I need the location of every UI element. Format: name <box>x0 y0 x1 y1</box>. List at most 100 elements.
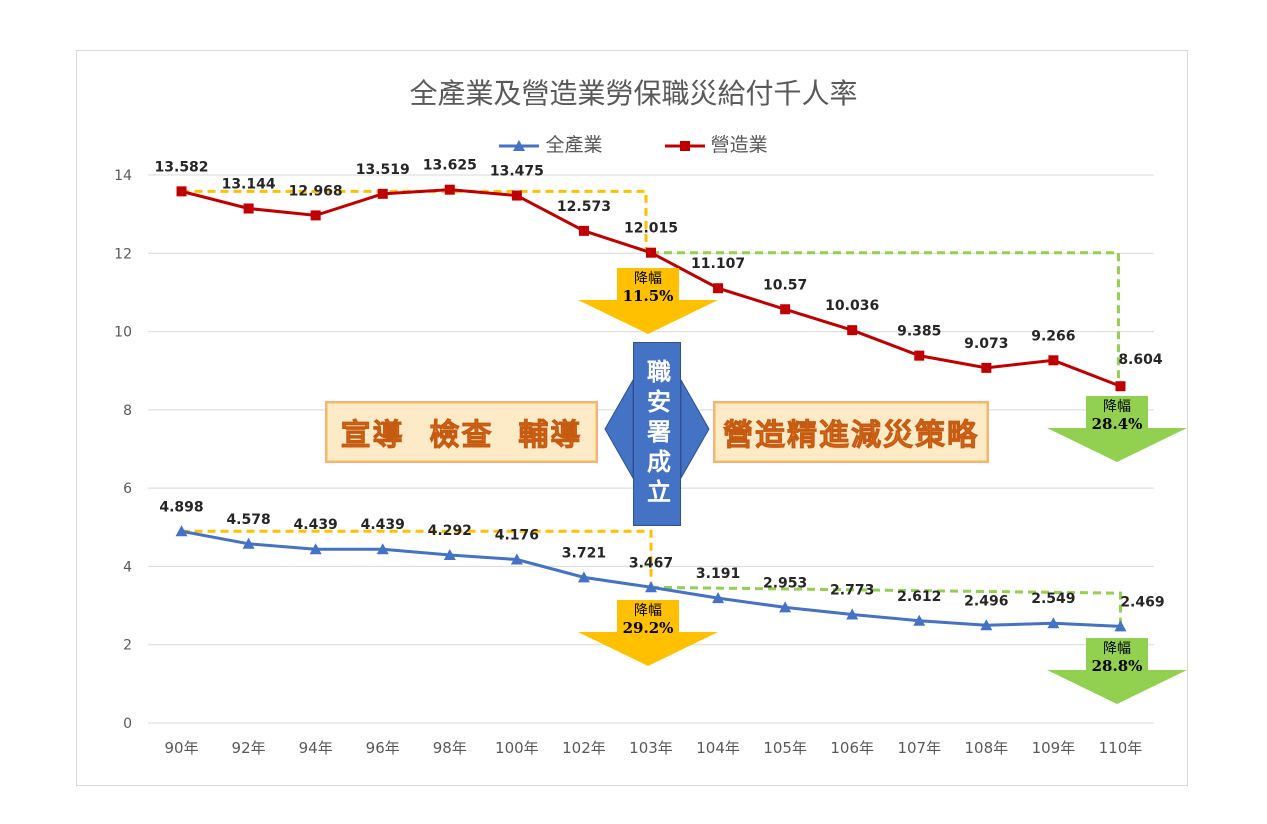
data-label-construction: 13.582 <box>155 159 209 175</box>
x-tick-label: 98年 <box>433 739 467 757</box>
left-pointer-icon <box>604 378 634 480</box>
data-label-all: 2.612 <box>897 589 941 605</box>
point-all <box>242 537 255 549</box>
data-label-construction: 13.625 <box>423 158 477 174</box>
x-tick-label: 92年 <box>232 739 266 757</box>
data-label-construction: 12.573 <box>557 199 611 215</box>
data-label-construction: 9.385 <box>897 324 941 340</box>
data-label-construction: 13.144 <box>222 177 276 193</box>
legend: 全產業 營造業 <box>0 130 1267 157</box>
construction-drop-1-value: 11.5% <box>623 287 674 305</box>
point-all <box>1047 617 1060 629</box>
point-construction <box>847 325 858 336</box>
legend-square-icon <box>664 140 705 151</box>
data-label-construction: 8.604 <box>1118 352 1163 368</box>
right-pointer-icon <box>680 378 710 480</box>
y-tick-label: 6 <box>123 481 132 497</box>
data-label-all: 2.773 <box>830 582 874 598</box>
point-all <box>175 525 188 537</box>
left-strategy-box: 宣導 檢查 輔導 <box>325 401 598 463</box>
right-strategy-text: 營造精進減災策略 <box>723 418 979 454</box>
all-drop-2-label: 降幅 <box>1103 641 1131 657</box>
data-label-construction: 13.475 <box>490 164 544 180</box>
point-all <box>577 571 590 583</box>
data-label-all: 4.292 <box>428 523 472 539</box>
y-tick-label: 14 <box>114 168 132 184</box>
point-construction <box>646 247 656 258</box>
y-tick-label: 2 <box>123 638 132 654</box>
point-construction <box>444 184 455 195</box>
y-tick-label: 10 <box>114 325 132 341</box>
point-all <box>779 601 792 613</box>
x-tick-label: 100年 <box>495 739 539 757</box>
point-construction <box>1115 381 1126 392</box>
x-tick-label: 109年 <box>1032 739 1076 757</box>
point-all <box>913 614 926 626</box>
arrow-shape <box>1047 638 1187 704</box>
data-label-all: 4.439 <box>361 517 405 533</box>
data-label-all: 3.191 <box>696 566 740 582</box>
point-construction <box>176 186 187 197</box>
data-label-construction: 11.107 <box>691 256 745 272</box>
all-drop-1-value: 29.2% <box>623 619 674 637</box>
chart-title: 全產業及營造業勞保職災給付千人率 <box>409 77 858 110</box>
data-label-construction: 12.968 <box>289 183 343 199</box>
point-construction <box>780 304 791 315</box>
data-label-construction: 9.073 <box>964 336 1008 352</box>
left-strategy-text: 宣導 檢查 輔導 <box>340 418 583 454</box>
data-label-all: 2.496 <box>964 593 1008 609</box>
data-label-all: 4.578 <box>226 512 270 528</box>
x-tick-label: 90年 <box>164 739 198 757</box>
data-label-all: 2.953 <box>763 575 807 591</box>
all-drop-2-value: 28.8% <box>1092 657 1143 675</box>
all-green-dash <box>650 585 1122 627</box>
point-construction <box>511 190 522 201</box>
legend-label-construction: 營造業 <box>710 134 768 156</box>
x-tick-label: 102年 <box>562 739 606 757</box>
x-tick-label: 108年 <box>965 739 1009 757</box>
x-tick-label: 96年 <box>366 739 400 757</box>
osha-established-text: 職安署成立 <box>642 359 671 509</box>
point-all <box>309 543 322 555</box>
point-construction <box>1048 355 1059 366</box>
x-tick-label: 110年 <box>1099 739 1143 757</box>
data-label-all: 4.176 <box>495 528 539 544</box>
data-label-construction: 10.57 <box>763 277 807 293</box>
point-all <box>376 543 389 555</box>
data-label-all: 2.549 <box>1031 591 1075 607</box>
point-all <box>846 608 859 620</box>
construction-drop-1-label: 降幅 <box>634 271 662 287</box>
x-tick-label: 94年 <box>299 739 333 757</box>
data-label-all: 2.469 <box>1120 594 1164 610</box>
construction-drop-2-label: 降幅 <box>1103 399 1131 415</box>
x-tick-label: 104年 <box>696 739 740 757</box>
y-tick-label: 4 <box>123 559 132 575</box>
point-all <box>712 592 725 604</box>
y-tick-label: 8 <box>123 403 132 419</box>
osha-established-box: 職安署成立 <box>633 342 681 526</box>
point-construction <box>243 203 254 214</box>
data-label-construction: 13.519 <box>356 162 410 178</box>
point-all <box>443 548 456 560</box>
legend-label-all: 全產業 <box>545 134 603 156</box>
point-all <box>645 581 657 593</box>
point-construction <box>914 350 925 361</box>
construction-drop-2-value: 28.4% <box>1092 415 1143 433</box>
arrow-shape <box>578 600 718 666</box>
data-label-construction: 12.015 <box>624 221 678 237</box>
x-tick-label: 103年 <box>629 739 673 757</box>
legend-triangle-icon <box>499 139 540 151</box>
point-all <box>980 619 993 631</box>
data-label-all: 3.467 <box>629 555 673 571</box>
data-label-all: 4.439 <box>294 517 338 533</box>
point-all <box>510 553 523 565</box>
data-label-all: 3.721 <box>562 545 606 561</box>
x-tick-label: 106年 <box>830 739 874 757</box>
point-construction <box>713 283 724 294</box>
point-construction <box>578 225 589 236</box>
point-construction <box>981 362 992 373</box>
